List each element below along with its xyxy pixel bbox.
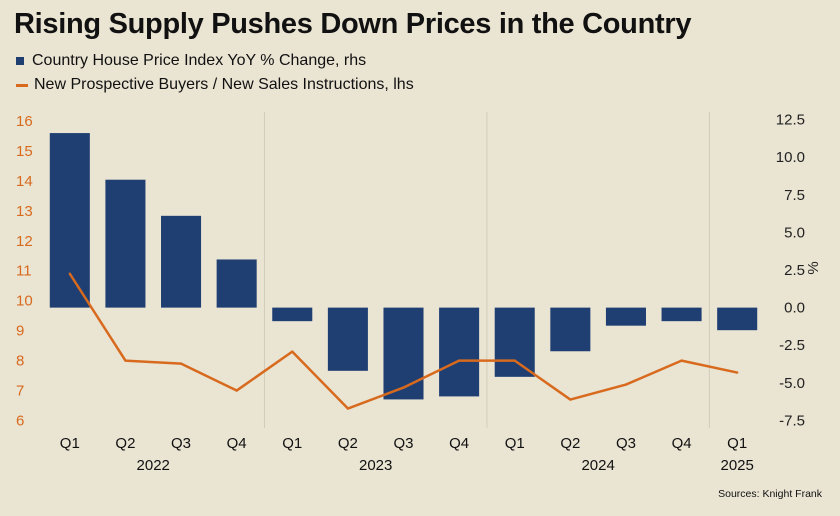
line-point-8 (513, 359, 516, 362)
right-tick-label-0: 12.5 (776, 112, 805, 129)
left-tick-label-0: 16 (16, 113, 33, 130)
left-axis: 16 15 14 13 12 11 10 9 8 7 6 (16, 113, 33, 430)
bar-8 (494, 307, 535, 377)
bar-0 (49, 133, 90, 308)
x-tick-label-2: Q3 (171, 435, 191, 452)
line-point-12 (735, 371, 739, 374)
x-tick-label-0: Q1 (60, 435, 80, 452)
bar-10 (605, 307, 646, 326)
line-point-1 (124, 359, 127, 362)
chart-title: Rising Supply Pushes Down Prices in the … (14, 8, 692, 40)
grid-layer (263, 112, 710, 428)
line-point-3 (235, 389, 238, 392)
line-point-0 (68, 272, 72, 275)
left-tick-label-5: 11 (16, 263, 32, 280)
left-tick-label-10: 6 (16, 413, 24, 430)
x-tick-label-8: Q1 (505, 435, 525, 452)
x-tick-label-1: Q2 (115, 435, 135, 452)
year-label-2022: 2022 (137, 457, 170, 474)
line-point-2 (179, 362, 183, 365)
x-tick-label-7: Q4 (449, 435, 469, 452)
left-tick-label-7: 9 (16, 323, 24, 340)
bar-11 (661, 307, 702, 322)
right-axis-unit: % (805, 261, 822, 274)
bar-9 (550, 307, 591, 352)
x-tick-label-5: Q2 (338, 435, 358, 452)
year-label-2025: 2025 (721, 457, 754, 474)
x-tick-label-4: Q1 (282, 435, 302, 452)
legend-line-swatch (16, 83, 28, 87)
bar-12 (717, 307, 758, 331)
line-point-11 (680, 359, 683, 362)
x-axis: Q1 Q2 Q3 Q4 Q1 Q2 Q3 Q4 Q1 Q2 Q3 Q4 Q1 2022 2023 2024 20… (60, 435, 754, 474)
bar-7 (439, 307, 480, 397)
right-axis: % 12.5 10.0 7.5 5.0 2.5 0.0 -2.5 -5.0 -7.5 (776, 112, 822, 430)
left-tick-label-4: 12 (16, 233, 33, 250)
year-label-2024: 2024 (581, 457, 614, 474)
left-tick-label-9: 7 (16, 383, 24, 400)
x-tick-label-3: Q4 (227, 435, 247, 452)
line-point-6 (402, 386, 405, 389)
x-tick-label-10: Q3 (616, 435, 636, 452)
bar-series (49, 133, 758, 400)
legend-label-price-index: Country House Price Index YoY % Change, … (32, 52, 367, 69)
left-tick-label-6: 10 (16, 293, 33, 310)
x-tick-label-9: Q2 (560, 435, 580, 452)
bar-1 (105, 179, 146, 308)
bar-6 (383, 307, 424, 400)
legend-bar-swatch (16, 57, 24, 65)
line-point-7 (457, 359, 461, 362)
legend-item-price-index: Country House Price Index YoY % Change, … (16, 52, 366, 70)
right-tick-label-1: 10.0 (776, 149, 805, 166)
line-point-10 (624, 383, 628, 386)
right-tick-label-2: 7.5 (784, 187, 805, 204)
bar-5 (327, 307, 368, 371)
legend-label-buyers-ratio: New Prospective Buyers / New Sales Instr… (34, 76, 414, 93)
bar-2 (161, 215, 202, 308)
year-label-2023: 2023 (359, 457, 392, 474)
bar-3 (216, 259, 257, 308)
right-tick-label-4: 2.5 (784, 262, 805, 279)
x-tick-label-6: Q3 (393, 435, 413, 452)
line-point-9 (569, 398, 572, 401)
right-tick-label-7: -5.0 (779, 375, 805, 392)
right-tick-label-5: 0.0 (784, 300, 805, 317)
x-tick-label-11: Q4 (672, 435, 692, 452)
bar-4 (272, 307, 313, 322)
right-tick-label-8: -7.5 (779, 412, 805, 429)
line-point-4 (291, 350, 294, 353)
left-tick-label-8: 8 (16, 353, 24, 370)
left-tick-label-3: 13 (16, 203, 33, 220)
left-tick-label-1: 15 (16, 143, 33, 160)
x-tick-label-12: Q1 (727, 435, 747, 452)
right-tick-label-3: 5.0 (784, 224, 805, 241)
legend-item-buyers-ratio: New Prospective Buyers / New Sales Instr… (16, 76, 414, 94)
line-series (68, 272, 739, 410)
left-tick-label-2: 14 (16, 173, 33, 190)
right-tick-label-6: -2.5 (779, 337, 805, 354)
source-note: Sources: Knight Frank (718, 488, 822, 500)
line-point-5 (346, 407, 350, 410)
